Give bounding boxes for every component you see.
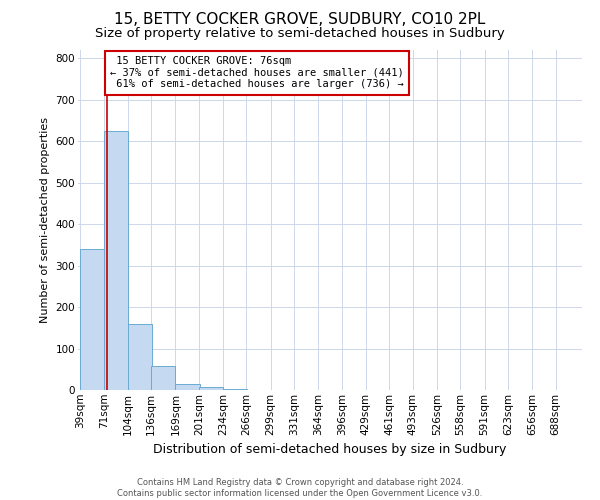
Text: 15, BETTY COCKER GROVE, SUDBURY, CO10 2PL: 15, BETTY COCKER GROVE, SUDBURY, CO10 2P…	[115, 12, 485, 28]
Text: 15 BETTY COCKER GROVE: 76sqm
← 37% of semi-detached houses are smaller (441)
 61: 15 BETTY COCKER GROVE: 76sqm ← 37% of se…	[110, 56, 404, 90]
Bar	[223, 389, 247, 390]
Bar	[128, 324, 152, 390]
Bar	[199, 386, 223, 390]
X-axis label: Distribution of semi-detached houses by size in Sudbury: Distribution of semi-detached houses by …	[154, 443, 506, 456]
Text: Size of property relative to semi-detached houses in Sudbury: Size of property relative to semi-detach…	[95, 28, 505, 40]
Bar	[175, 384, 200, 390]
Text: Contains HM Land Registry data © Crown copyright and database right 2024.
Contai: Contains HM Land Registry data © Crown c…	[118, 478, 482, 498]
Bar	[151, 366, 175, 390]
Bar	[104, 131, 128, 390]
Y-axis label: Number of semi-detached properties: Number of semi-detached properties	[40, 117, 50, 323]
Bar	[80, 249, 104, 390]
